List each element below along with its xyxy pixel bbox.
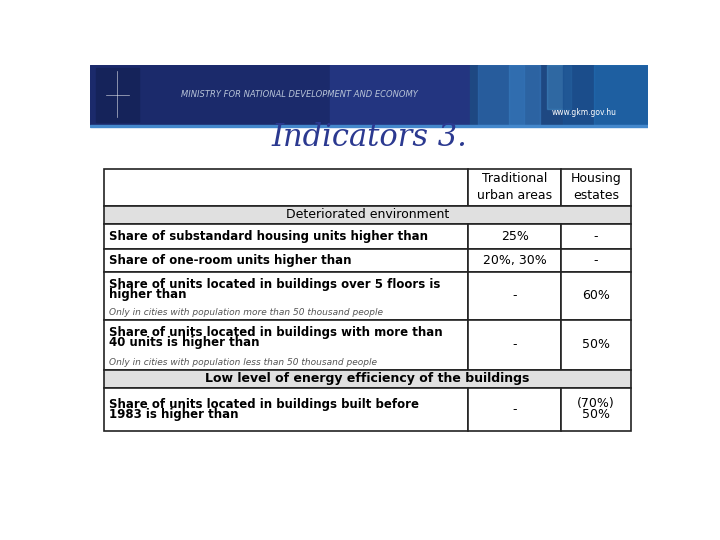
Bar [477, 65, 524, 125]
Bar [104, 206, 631, 224]
Text: 50%: 50% [582, 408, 610, 421]
Text: Deteriorated environment: Deteriorated environment [286, 208, 449, 221]
Text: Only in cities with population less than 50 thousand people: Only in cities with population less than… [109, 359, 377, 367]
Bar [330, 65, 485, 125]
Text: Share of one-room units higher than: Share of one-room units higher than [109, 254, 351, 267]
Text: -: - [513, 403, 517, 416]
Bar [561, 224, 631, 249]
Text: Share of substandard housing units higher than: Share of substandard housing units highe… [109, 230, 428, 243]
Bar [469, 65, 648, 125]
Text: 50%: 50% [582, 338, 610, 351]
Bar [561, 169, 631, 206]
Bar [468, 224, 561, 249]
Text: -: - [513, 289, 517, 302]
Text: (70%): (70%) [577, 397, 615, 410]
Bar [104, 249, 468, 272]
Bar [563, 65, 648, 125]
Text: Share of units located in buildings over 5 floors is: Share of units located in buildings over… [109, 278, 440, 291]
Text: -: - [594, 230, 598, 243]
Text: 40 units is higher than: 40 units is higher than [109, 336, 259, 349]
Text: -: - [594, 254, 598, 267]
Bar [468, 249, 561, 272]
Text: Share of units located in buildings built before: Share of units located in buildings buil… [109, 398, 418, 411]
Bar [468, 320, 561, 370]
Text: 25%: 25% [501, 230, 528, 243]
Bar [561, 388, 631, 430]
Text: www.gkm.gov.hu: www.gkm.gov.hu [552, 108, 617, 117]
Bar [104, 224, 468, 249]
Bar [104, 272, 468, 320]
Bar [561, 320, 631, 370]
Text: higher than: higher than [109, 288, 186, 301]
Bar [468, 388, 561, 430]
Bar [90, 65, 648, 125]
Bar [104, 169, 468, 206]
Bar [104, 370, 631, 388]
Text: Housing
estates: Housing estates [571, 172, 621, 202]
Text: Only in cities with population more than 50 thousand people: Only in cities with population more than… [109, 308, 382, 317]
Bar [594, 65, 648, 125]
Text: -: - [513, 338, 517, 351]
Text: Share of units located in buildings with more than: Share of units located in buildings with… [109, 326, 442, 339]
Text: 20%, 30%: 20%, 30% [483, 254, 546, 267]
Bar [547, 65, 570, 110]
Text: Low level of energy efficiency of the buildings: Low level of energy efficiency of the bu… [205, 373, 530, 386]
Bar [96, 68, 139, 122]
Bar [468, 169, 561, 206]
Bar [468, 272, 561, 320]
Text: 1983 is higher than: 1983 is higher than [109, 408, 238, 421]
Bar [508, 65, 539, 125]
Text: 60%: 60% [582, 289, 610, 302]
Bar [104, 388, 468, 430]
Bar [561, 249, 631, 272]
Text: MINISTRY FOR NATIONAL DEVELOPMENT AND ECONOMY: MINISTRY FOR NATIONAL DEVELOPMENT AND EC… [181, 90, 418, 99]
Bar [90, 125, 648, 127]
Bar [90, 125, 648, 481]
Bar [104, 320, 468, 370]
Text: Indicators 3.: Indicators 3. [271, 123, 467, 153]
Bar [561, 272, 631, 320]
Text: Traditional
urban areas: Traditional urban areas [477, 172, 552, 202]
